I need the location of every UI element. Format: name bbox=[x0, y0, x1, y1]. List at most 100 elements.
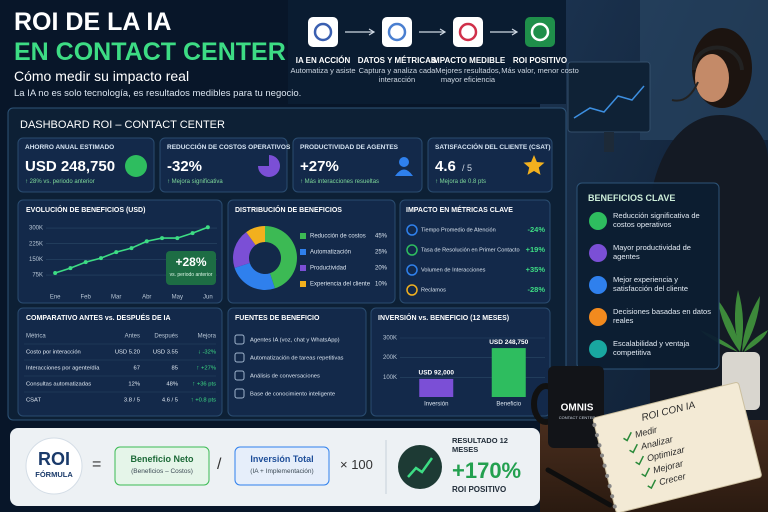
step-glyph bbox=[458, 22, 478, 42]
source-icon bbox=[234, 334, 245, 345]
value-label: USD 92,000 bbox=[419, 370, 455, 377]
source-item: Base de conocimiento inteligente bbox=[250, 392, 335, 398]
point bbox=[53, 270, 58, 275]
kpi-label: SATISFACCIÓN DEL CLIENTE (CSAT) bbox=[435, 144, 551, 151]
person-face bbox=[695, 54, 729, 102]
operator: / bbox=[217, 456, 222, 473]
point bbox=[83, 260, 88, 265]
panel bbox=[17, 137, 155, 193]
source-icon bbox=[234, 370, 245, 381]
y-tick-label: 200K bbox=[383, 355, 397, 361]
metric-change: -24% bbox=[527, 225, 545, 234]
bar bbox=[419, 378, 454, 397]
kpi-label: REDUCCIÓN DE COSTOS OPERATIVOS bbox=[167, 144, 291, 151]
step-text: Mejores resultados, mayor eficiencia bbox=[435, 66, 501, 84]
legend-swatch bbox=[300, 265, 306, 271]
point bbox=[190, 231, 195, 236]
chart-title: INVERSIÓN vs. BENEFICIO (12 MESES) bbox=[378, 315, 510, 322]
benefit-item: Reducción significativa de costos operat… bbox=[613, 211, 700, 229]
x-tick-label: Beneficio bbox=[496, 402, 521, 408]
notebook-ring bbox=[600, 453, 605, 458]
annotation: +28% bbox=[175, 255, 207, 269]
table-header: Mejora bbox=[198, 334, 217, 340]
pie-slice bbox=[234, 262, 275, 290]
point bbox=[68, 266, 73, 271]
step-title: IMPACTO MEDIBLE bbox=[430, 56, 506, 65]
panel-title: IMPACTO EN MÉTRICAS CLAVE bbox=[406, 207, 513, 214]
kpi-icon bbox=[395, 169, 413, 176]
y-tick-label: 300K bbox=[383, 336, 397, 342]
panel-title: BENEFICIOS CLAVE bbox=[588, 193, 676, 203]
formula-term: Beneficio Neto bbox=[130, 454, 194, 464]
benefit-icon bbox=[589, 276, 607, 294]
result-note: ROI POSITIVO bbox=[452, 485, 507, 494]
source-item: Agentes IA (voz, chat y WhatsApp) bbox=[250, 338, 340, 344]
panel bbox=[292, 137, 423, 193]
notebook-ring bbox=[602, 463, 607, 468]
metric-change: +35% bbox=[526, 265, 546, 274]
point bbox=[114, 250, 119, 255]
monitor-stand bbox=[604, 132, 614, 152]
legend-swatch bbox=[300, 249, 306, 255]
benefit-item: Mayor productividad de agentes bbox=[613, 243, 691, 261]
notebook: ROI CON IAMedirAnalizarOptimizarMejorarC… bbox=[592, 382, 762, 512]
formula-box bbox=[114, 446, 210, 486]
y-tick-label: 75K bbox=[32, 273, 43, 279]
panel bbox=[576, 182, 720, 370]
value-label: 10% bbox=[375, 282, 388, 288]
formula-box bbox=[234, 446, 330, 486]
plant-leaf bbox=[744, 330, 768, 352]
headset bbox=[692, 45, 744, 71]
result-icon bbox=[398, 445, 442, 489]
metric-icon bbox=[406, 284, 418, 296]
notebook-ring bbox=[605, 473, 610, 478]
value-label: 20% bbox=[375, 266, 388, 272]
legend-label: Experiencia del cliente bbox=[310, 282, 371, 288]
table-cell: 85 bbox=[172, 366, 178, 372]
subtitle: Cómo medir su impacto real bbox=[14, 68, 190, 84]
mug-sub: CONTACT CENTER bbox=[559, 415, 596, 420]
step-text: Captura y analiza cada interacción bbox=[358, 66, 436, 84]
panel bbox=[427, 137, 553, 193]
roi-badge bbox=[25, 437, 83, 495]
notebook-ring bbox=[610, 494, 615, 499]
y-tick-label: 300K bbox=[29, 226, 43, 232]
benefit-item: Mejor experiencia y satisfacción del cli… bbox=[613, 275, 689, 293]
point bbox=[98, 256, 103, 261]
step-icon bbox=[308, 17, 338, 47]
x-tick-label: Jun bbox=[203, 295, 213, 301]
formula-note: (IA + Implementación) bbox=[250, 468, 314, 475]
benefit-item: Escalabilidad y ventaja competitiva bbox=[613, 339, 690, 357]
step-arrow-head bbox=[511, 28, 519, 36]
benefit-item: Decisiones basadas en datos reales bbox=[613, 307, 711, 325]
notebook-ring bbox=[592, 422, 597, 427]
pie-slice bbox=[265, 226, 297, 289]
pie-slice bbox=[246, 226, 265, 246]
result-value: +170% bbox=[452, 458, 522, 483]
plant-leaf bbox=[742, 296, 760, 352]
value-label: USD 248,750 bbox=[489, 339, 528, 346]
value-label: 25% bbox=[375, 250, 388, 256]
x-tick-label: Mar bbox=[111, 295, 121, 301]
panel-title: COMPARATIVO ANTES vs. DESPUÉS DE IA bbox=[26, 315, 171, 322]
annotation-note: vs. periodo anterior bbox=[169, 272, 213, 278]
table-header: Antes bbox=[125, 334, 140, 340]
legend-label: Reducción de costos bbox=[310, 234, 366, 240]
x-tick-label: Abr bbox=[142, 295, 151, 301]
roi-label: ROI bbox=[37, 449, 70, 469]
metric-name: Tasa de Resolución en Primer Contacto bbox=[421, 247, 520, 253]
y-tick-label: 225K bbox=[29, 241, 43, 247]
metric-icon bbox=[406, 264, 418, 276]
point bbox=[175, 236, 180, 241]
plant-leaf bbox=[718, 300, 740, 352]
notebook-ring bbox=[597, 443, 602, 448]
title: ROI DE LA IA bbox=[14, 8, 172, 36]
metric-name: Tiempo Promedio de Atención bbox=[421, 227, 496, 233]
roi-sublabel: FÓRMULA bbox=[35, 470, 73, 479]
chart-title: DISTRIBUCIÓN DE BENEFICIOS bbox=[235, 207, 342, 214]
x-tick-label: May bbox=[172, 295, 183, 301]
notebook-ring bbox=[594, 433, 599, 438]
y-tick-label: 100K bbox=[383, 375, 397, 381]
